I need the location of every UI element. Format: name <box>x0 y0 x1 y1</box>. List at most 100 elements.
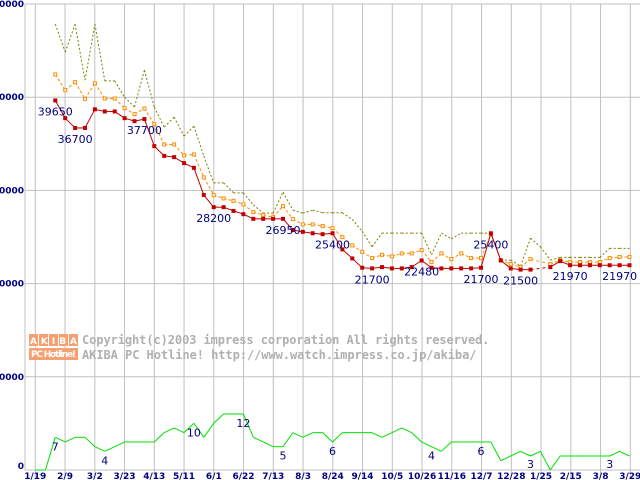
data-point-min <box>568 263 573 268</box>
price-label: 21970 <box>553 270 588 283</box>
watermark: AKIBA PC Hotline! Copyright(c)2003 impre… <box>29 333 490 362</box>
data-point-average <box>607 256 612 261</box>
data-point-min <box>597 263 602 268</box>
series-segment-average <box>153 124 165 145</box>
logo-bottom-text: PC Hotline! <box>31 350 76 360</box>
data-point-min <box>201 193 206 198</box>
y-tick-label: 20000 <box>0 280 24 290</box>
series-segment-max <box>361 231 373 248</box>
series-segment-count <box>203 423 215 438</box>
series-segment-min <box>143 118 155 147</box>
series-max <box>54 24 630 267</box>
y-tick-label: 50000 <box>0 0 24 10</box>
series-segment-max <box>163 116 175 128</box>
data-point-min <box>488 231 493 236</box>
data-point-average <box>617 255 622 260</box>
data-point-min <box>439 266 444 271</box>
data-point-min <box>498 258 503 263</box>
data-point-average <box>290 217 295 222</box>
series-segment-min <box>480 233 492 268</box>
series-segment-max <box>351 219 363 232</box>
series-segment-average <box>84 82 96 100</box>
series-segment-max <box>243 192 254 206</box>
data-point-min <box>300 229 305 234</box>
series-segment-max <box>530 237 541 248</box>
data-point-min <box>172 155 177 160</box>
series-segment-max <box>64 24 76 53</box>
data-point-average <box>360 249 365 254</box>
series-segment-max <box>282 191 294 211</box>
data-point-average <box>330 226 335 231</box>
series-segment-count <box>520 450 531 457</box>
series-count <box>35 413 630 471</box>
data-point-average <box>350 243 355 248</box>
x-tick-label: 3/8 <box>593 472 609 480</box>
akiba-logo: AKIBA PC Hotline! <box>29 334 78 360</box>
series-segment-average <box>94 82 106 99</box>
series-segment-max <box>302 209 313 214</box>
data-point-average <box>568 260 573 265</box>
x-tick-label: 2/9 <box>57 472 73 480</box>
data-point-min <box>360 265 365 270</box>
data-point-average <box>53 72 58 77</box>
data-point-average <box>479 256 483 261</box>
series-segment-max <box>520 237 531 267</box>
series-segment-count <box>114 441 125 448</box>
series-segment-max <box>173 116 185 137</box>
data-point-min <box>63 116 68 121</box>
series-segment-min <box>332 233 343 250</box>
x-tick-label: 10/5 <box>381 472 403 480</box>
data-point-average <box>310 222 315 227</box>
data-point-average <box>399 251 404 256</box>
series-segment-count <box>242 413 254 438</box>
price-label: 21970 <box>602 270 637 283</box>
series-segment-average <box>421 249 432 263</box>
x-tick-label: 12/28 <box>497 472 525 480</box>
series-segment-min <box>54 100 66 119</box>
data-point-average <box>63 88 68 93</box>
data-point-average <box>231 198 236 203</box>
series-segment-count <box>539 451 551 471</box>
series-segment-count <box>262 441 274 448</box>
series-segment-min <box>203 194 215 208</box>
series-segment-count <box>401 427 412 434</box>
series-segment-average <box>203 177 215 196</box>
series-segment-max <box>451 232 462 240</box>
data-point-average <box>211 193 216 198</box>
data-point-average <box>508 262 513 267</box>
data-point-average <box>627 255 632 260</box>
data-point-min <box>122 116 127 121</box>
data-point-min <box>449 266 454 271</box>
data-point-min <box>73 125 78 130</box>
series-segment-max <box>599 248 611 258</box>
price-label: 36700 <box>58 133 93 146</box>
data-point-min <box>162 153 167 158</box>
data-point-min <box>627 263 632 268</box>
data-point-min <box>152 144 157 149</box>
price-label: 39650 <box>38 105 73 118</box>
series-segment-count <box>381 432 393 438</box>
x-tick-label: 6/22 <box>233 472 255 480</box>
x-tick-label: 7/13 <box>262 472 284 480</box>
data-point-min <box>132 119 137 124</box>
data-point-min <box>261 216 266 221</box>
data-point-average <box>449 257 454 262</box>
data-point-min <box>83 125 87 130</box>
series-segment-count <box>549 455 561 471</box>
series-segment-count <box>431 446 442 452</box>
data-point-average <box>132 112 137 117</box>
data-point-min <box>92 107 97 112</box>
price-label: 21700 <box>464 273 499 286</box>
data-point-average <box>320 224 325 229</box>
data-point-average <box>439 251 444 256</box>
data-point-min <box>469 266 474 271</box>
price-label: 21500 <box>503 275 538 288</box>
data-point-average <box>340 235 345 240</box>
data-point-min <box>479 265 483 270</box>
series-segment-count <box>490 441 502 461</box>
data-point-min <box>389 266 394 271</box>
data-point-average <box>251 210 256 215</box>
data-point-min <box>112 109 117 114</box>
series-segment-count <box>213 413 224 424</box>
